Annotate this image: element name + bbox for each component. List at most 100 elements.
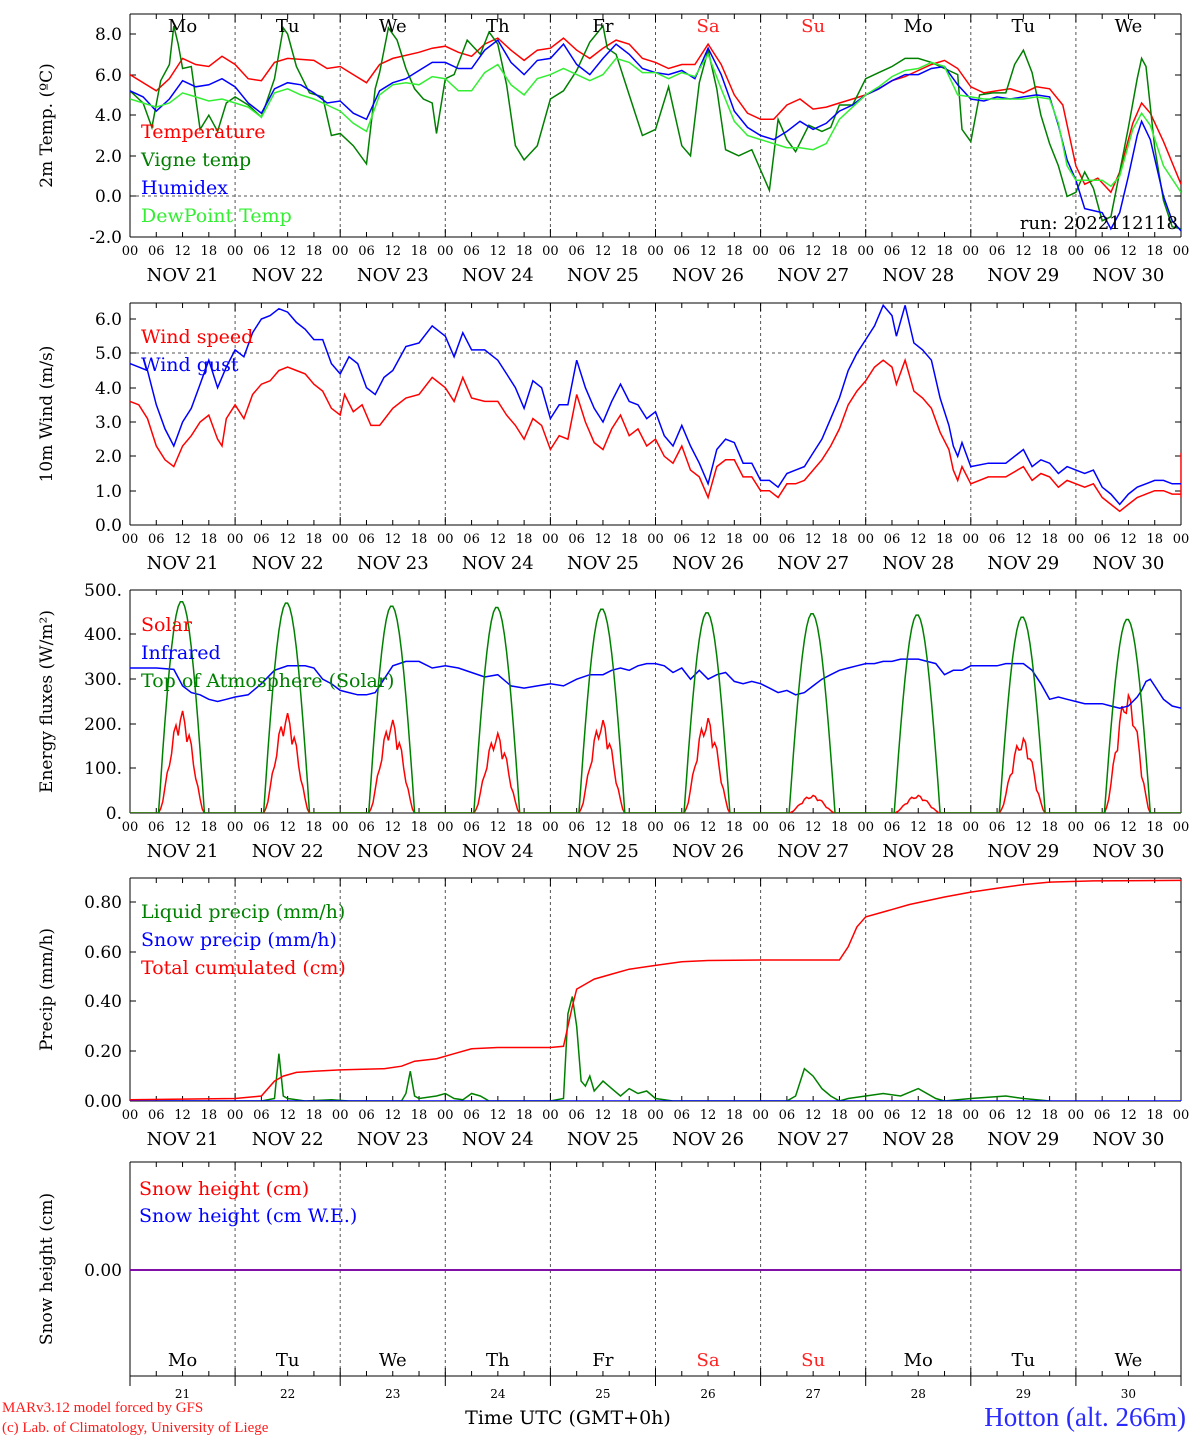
date-label: NOV 22 — [252, 265, 324, 286]
y-tick-label: 4.0 — [95, 106, 122, 126]
hour-tick-label: 12 — [595, 820, 612, 835]
date-label: NOV 27 — [777, 553, 849, 574]
date-label: NOV 21 — [147, 1129, 219, 1150]
date-label: NOV 30 — [1093, 841, 1165, 862]
hour-tick-label: 18 — [516, 1108, 533, 1123]
hour-tick-label: 18 — [306, 532, 323, 547]
date-label: NOV 25 — [567, 553, 639, 574]
date-label: NOV 28 — [882, 841, 954, 862]
hour-tick-label: 18 — [831, 820, 848, 835]
y-tick-label: -2.0 — [89, 228, 122, 248]
y-tick-label: 2.0 — [95, 447, 122, 467]
hour-tick-label: 18 — [726, 820, 743, 835]
date-label: NOV 30 — [1093, 553, 1165, 574]
hour-tick-label: 00 — [1068, 1108, 1085, 1123]
hour-tick-label: 00 — [647, 1108, 664, 1123]
day-of-week-label: Mo — [168, 1350, 197, 1371]
hour-tick-label: 00 — [647, 244, 664, 259]
panel-2: 6.0 5.0 4.0 3.0 2.0 1.0 0.0 10m Wind (m/s) 00 06 1… — [37, 302, 1189, 574]
date-label: NOV 28 — [882, 1129, 954, 1150]
hour-tick-label: 12 — [805, 1108, 822, 1123]
day-number-label: 23 — [385, 1387, 400, 1401]
date-label: NOV 23 — [357, 553, 429, 574]
hour-tick-label: 12 — [805, 532, 822, 547]
legend-entry: Snow height (cm W.E.) — [139, 1205, 357, 1227]
hour-tick-label: 12 — [700, 244, 717, 259]
series-line — [130, 996, 1050, 1101]
hour-tick-label: 12 — [700, 532, 717, 547]
day-of-week-label: Tu — [1012, 1350, 1036, 1371]
hour-tick-label: 06 — [884, 1108, 901, 1123]
day-of-week-label: Tu — [1012, 16, 1036, 37]
day-number-label: 27 — [806, 1387, 821, 1401]
hour-tick-label: 06 — [463, 820, 480, 835]
legend-entry: Infrared — [141, 642, 221, 664]
day-number-label: 30 — [1121, 1387, 1136, 1401]
y-tick-label: 0.0 — [95, 516, 122, 536]
hour-tick-label: 18 — [936, 532, 953, 547]
hour-tick-label: 12 — [174, 244, 191, 259]
y-axis-label: Snow height (cm) — [37, 1193, 57, 1345]
y-tick-label: 5.0 — [95, 344, 122, 364]
hour-tick-label: 12 — [174, 1108, 191, 1123]
hour-tick-label: 18 — [516, 244, 533, 259]
y-tick-label: 0.40 — [84, 992, 122, 1012]
hour-tick-label: 06 — [1094, 1108, 1111, 1123]
hour-tick-label: 18 — [831, 244, 848, 259]
hour-tick-label: 12 — [490, 1108, 507, 1123]
hour-tick-label: 18 — [1041, 1108, 1058, 1123]
hour-tick-label: 12 — [595, 1108, 612, 1123]
lab-credit: (c) Lab. of Climatology, University of L… — [2, 1420, 269, 1436]
hour-tick-label: 06 — [358, 820, 375, 835]
hour-tick-label: 18 — [621, 820, 638, 835]
hour-tick-label: 00 — [857, 1108, 874, 1123]
hour-tick-label: 18 — [1041, 820, 1058, 835]
x-axis-title: Time UTC (GMT+0h) — [465, 1407, 671, 1429]
date-label: NOV 27 — [777, 1129, 849, 1150]
hour-tick-label: 00 — [963, 1108, 980, 1123]
date-label: NOV 25 — [567, 841, 639, 862]
hour-tick-label: 12 — [910, 820, 927, 835]
hour-tick-label: 06 — [884, 820, 901, 835]
y-tick-label: 6.0 — [95, 310, 122, 330]
hour-tick-label: 00 — [332, 1108, 349, 1123]
hour-tick-label: 18 — [306, 1108, 323, 1123]
hour-tick-label: 00 — [122, 1108, 139, 1123]
hour-tick-label: 18 — [831, 1108, 848, 1123]
hour-tick-label: 06 — [463, 1108, 480, 1123]
hour-tick-label: 00 — [542, 820, 559, 835]
y-tick-label: 0. — [106, 804, 122, 824]
hour-tick-label: 06 — [674, 820, 691, 835]
hour-tick-label: 18 — [411, 244, 428, 259]
y-tick-label: 500. — [84, 581, 122, 601]
series-line — [130, 692, 1181, 813]
day-of-week-label: Tu — [276, 1350, 300, 1371]
series-line — [130, 600, 1181, 813]
hour-tick-label: 18 — [621, 532, 638, 547]
day-of-week-label: Su — [801, 1350, 825, 1371]
date-label: NOV 22 — [252, 1129, 324, 1150]
date-label: NOV 28 — [882, 553, 954, 574]
hour-tick-label: 00 — [857, 532, 874, 547]
date-label: NOV 26 — [672, 265, 744, 286]
date-label: NOV 25 — [567, 1129, 639, 1150]
hour-tick-label: 06 — [358, 1108, 375, 1123]
y-tick-label: 0.80 — [84, 893, 122, 913]
hour-tick-label: 06 — [884, 532, 901, 547]
date-label: NOV 22 — [252, 553, 324, 574]
date-label: NOV 29 — [987, 1129, 1059, 1150]
legend-entry: Snow precip (mm/h) — [141, 929, 337, 951]
hour-tick-label: 12 — [279, 1108, 296, 1123]
y-axis-label: 2m Temp. (ºC) — [37, 63, 57, 188]
hour-tick-label: 18 — [201, 244, 218, 259]
station-title: Hotton (alt. 266m) — [984, 1402, 1186, 1432]
legend-entry: Top of Atmosphere (Solar) — [141, 670, 394, 692]
day-of-week-label: Th — [486, 1350, 510, 1371]
hour-tick-label: 12 — [279, 244, 296, 259]
hour-tick-label: 00 — [437, 1108, 454, 1123]
day-number-label: 22 — [280, 1387, 295, 1401]
date-label: NOV 29 — [987, 553, 1059, 574]
hour-tick-label: 12 — [174, 532, 191, 547]
hour-tick-label: 18 — [411, 820, 428, 835]
y-tick-label: 2.0 — [95, 147, 122, 167]
